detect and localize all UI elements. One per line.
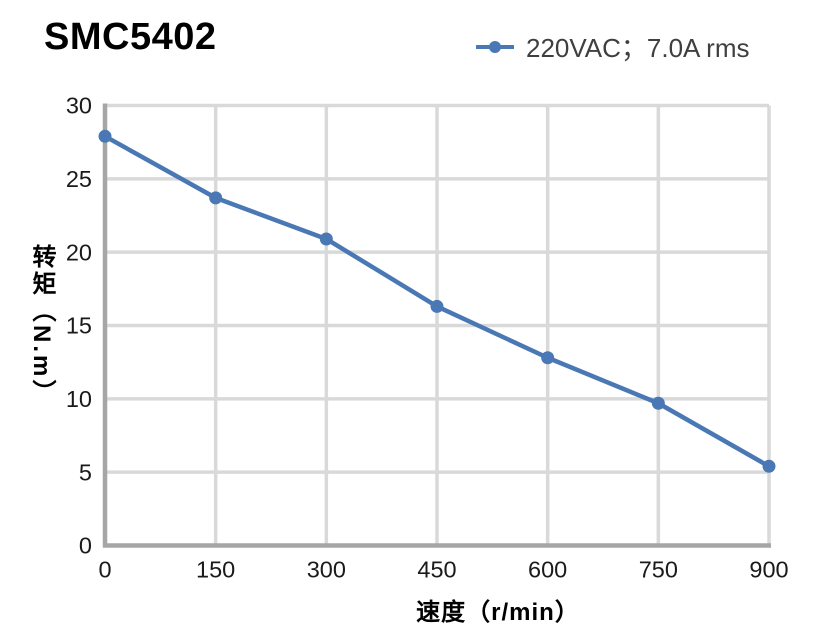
x-tick-label: 0	[98, 557, 111, 583]
data-point	[319, 232, 333, 246]
y-axis-title-text: 转矩（N.m）	[28, 244, 55, 407]
data-point	[98, 129, 112, 143]
x-tick-label: 450	[417, 557, 456, 583]
legend: 220VAC；7.0A rms	[476, 28, 750, 65]
chart-title: SMC5402	[44, 16, 217, 58]
x-axis-title: 速度（r/min）	[416, 599, 580, 626]
x-tick-label: 150	[196, 557, 235, 583]
y-axis-title: 转矩（N.m）	[24, 105, 59, 546]
data-point	[541, 351, 555, 365]
legend-marker-dot	[489, 40, 501, 53]
data-point	[762, 459, 776, 473]
y-tick-label: 0	[79, 533, 92, 559]
y-tick-label: 5	[79, 459, 92, 485]
y-tick-label: 30	[66, 93, 92, 119]
x-tick-label: 750	[639, 557, 678, 583]
y-tick-label: 15	[66, 313, 92, 339]
y-tick-label: 25	[66, 166, 92, 192]
legend-label: 220VAC；7.0A rms	[526, 33, 750, 63]
x-tick-label: 300	[307, 557, 346, 583]
legend-line-marker-icon	[476, 40, 514, 53]
y-tick-label: 10	[66, 386, 92, 412]
data-point	[209, 191, 223, 205]
y-tick-label: 20	[66, 239, 92, 265]
x-tick-label: 900	[749, 557, 788, 583]
data-point	[430, 299, 444, 313]
data-point	[651, 396, 665, 410]
x-tick-label: 600	[528, 557, 567, 583]
